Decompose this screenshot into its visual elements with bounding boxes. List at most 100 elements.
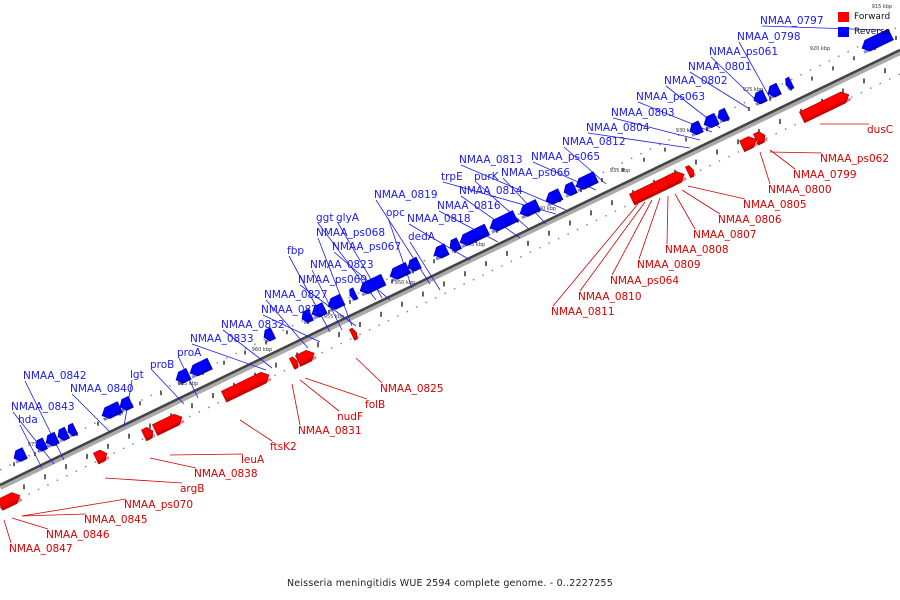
legend-label-forward: Forward xyxy=(854,11,891,22)
genome-caption: Neisseria meningitidis WUE 2594 complete… xyxy=(286,578,614,589)
reverse-gene-arrow xyxy=(717,107,731,124)
gene-arrow-shade xyxy=(177,376,192,386)
gene-arrow-body xyxy=(359,273,387,295)
gene-arrow-shade xyxy=(633,180,680,205)
reverse-gene-label: NMAA_0819 xyxy=(374,189,438,201)
reverse-gene-label: purK xyxy=(474,171,500,183)
gene-arrow-body xyxy=(263,327,277,342)
forward-leader-line xyxy=(304,377,368,400)
reverse-gene-label: hda xyxy=(18,414,38,426)
gene-arrow-body xyxy=(311,302,328,318)
reverse-leader-line xyxy=(12,411,55,465)
forward-gene-label: NMAA_0811 xyxy=(551,306,615,318)
kbp-label: 920 kbp xyxy=(810,46,830,52)
reverse-leader-line xyxy=(738,41,771,99)
reverse-gene-arrow xyxy=(189,357,213,379)
reverse-gene-label: lgt xyxy=(130,369,144,381)
gene-arrow-shade xyxy=(191,366,213,379)
gene-arrow-shade xyxy=(787,85,795,91)
gene-arrow-shade xyxy=(521,207,541,220)
gene-arrow-shade xyxy=(225,377,272,403)
gene-arrow-body xyxy=(349,287,359,301)
forward-leader-line xyxy=(21,513,87,517)
reverse-gene-arrow xyxy=(785,76,795,91)
forward-gene-label: NMAA_0806 xyxy=(718,214,782,226)
reverse-gene-label: NMAA_0813 xyxy=(459,154,523,166)
reverse-leader-line xyxy=(151,369,185,405)
forward-gene-arrow xyxy=(738,136,760,153)
label-leader-lines xyxy=(3,25,883,544)
kbp-label: 935 kbp xyxy=(610,168,630,174)
reverse-gene-arrow xyxy=(563,181,578,198)
gene-arrow-shade xyxy=(353,335,360,341)
gene-arrow-body xyxy=(294,350,315,367)
forward-gene-label: nudF xyxy=(337,411,363,423)
kbp-label: 945 kbp xyxy=(465,242,485,248)
gene-arrow-body xyxy=(575,171,599,190)
gene-arrow-body xyxy=(151,413,183,436)
forward-leader-line xyxy=(769,149,796,170)
reverse-gene-arrow xyxy=(449,237,463,253)
gene-arrow-shade xyxy=(329,302,346,312)
gene-arrow-shade xyxy=(37,445,48,454)
forward-gene-arrow xyxy=(288,356,301,370)
reverse-gene-label: NMAA_0801 xyxy=(688,61,752,73)
reverse-gene-label: NMAA_0818 xyxy=(407,213,471,225)
reverse-gene-label: NMAA_ps066 xyxy=(501,167,570,179)
reverse-gene-label: NMAA_0828 xyxy=(261,304,325,316)
forward-leader-line xyxy=(674,193,696,230)
reverse-gene-arrow xyxy=(359,273,387,297)
reverse-leader-line xyxy=(191,343,267,371)
reverse-leader-line xyxy=(311,269,343,331)
forward-gene-label: dusC xyxy=(867,124,893,136)
forward-leader-line xyxy=(299,379,340,412)
reverse-gene-arrow xyxy=(575,171,599,193)
forward-leader-line xyxy=(666,195,669,245)
gene-arrow-body xyxy=(563,181,578,197)
reverse-gene-label: NMAA_0833 xyxy=(190,333,254,345)
gene-arrow-body xyxy=(738,136,757,153)
gene-arrow-body xyxy=(664,171,685,188)
reverse-leader-line xyxy=(408,223,471,261)
reverse-gene-arrow xyxy=(349,287,359,302)
reverse-leader-line xyxy=(710,56,761,105)
reverse-leader-line xyxy=(222,329,273,369)
kbp-label: 915 kbp xyxy=(872,4,892,10)
reverse-leader-line xyxy=(288,255,331,333)
forward-gene-label: NMAA_0831 xyxy=(298,425,362,437)
forward-gene-label: folB xyxy=(365,399,385,411)
gene-arrow-shade xyxy=(705,121,720,131)
reverse-gene-arrow xyxy=(433,243,450,261)
forward-gene-arrow xyxy=(684,165,697,179)
reverse-gene-arrow xyxy=(327,293,346,312)
reverse-gene-label: NMAA_ps069 xyxy=(298,274,367,286)
gene-arrow-shade xyxy=(577,179,599,193)
gene-arrow-shade xyxy=(97,456,110,465)
forward-leader-line xyxy=(759,151,771,185)
reverse-leader-line xyxy=(317,237,353,327)
gene-arrow-body xyxy=(767,82,782,98)
gene-arrow-shade xyxy=(689,172,697,178)
gene-arrow-shade xyxy=(15,455,28,464)
legend-label-reverse: Reverse xyxy=(854,26,891,37)
scale-ticks xyxy=(13,35,897,490)
gene-arrow-body xyxy=(189,357,213,377)
forward-gene-label: NMAA_0845 xyxy=(84,514,148,526)
forward-gene-arrow xyxy=(798,91,852,124)
gene-arrow-shade xyxy=(59,435,70,443)
reverse-gene-arrow xyxy=(519,199,542,220)
forward-gene-label: NMAA_ps062 xyxy=(820,153,889,165)
gene-arrow-body xyxy=(519,199,542,217)
gene-arrow-body xyxy=(45,431,60,447)
forward-leader-line xyxy=(149,457,197,469)
gene-arrow-shade xyxy=(361,282,387,297)
gene-arrow-body xyxy=(389,261,412,280)
reverse-gene-label: dedA xyxy=(408,231,436,243)
forward-leader-line xyxy=(355,357,383,384)
gene-arrow-shade xyxy=(299,355,317,367)
gene-arrow-shade xyxy=(757,137,768,146)
gene-arrow-body xyxy=(752,131,766,146)
kbp-label: 925 kbp xyxy=(743,87,763,93)
gene-arrow-shade xyxy=(451,245,462,253)
forward-gene-label: NMAA_0810 xyxy=(578,291,642,303)
